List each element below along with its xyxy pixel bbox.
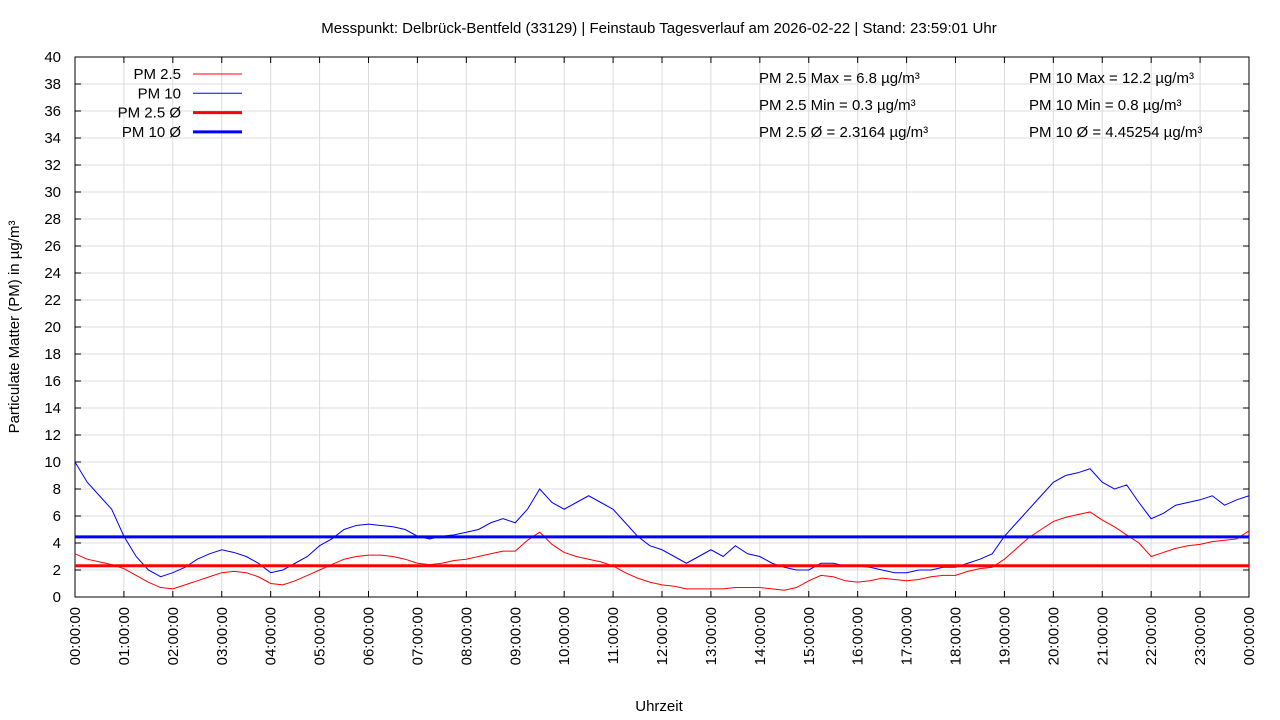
data-line bbox=[74, 511, 1250, 591]
x-tick-label: 02:00:00 bbox=[165, 607, 182, 665]
x-tick-label: 12:00:00 bbox=[654, 607, 671, 665]
x-tick-label: 10:00:00 bbox=[556, 607, 573, 665]
y-tick-label: 38 bbox=[44, 76, 61, 93]
y-tick-label: 30 bbox=[44, 184, 61, 201]
x-tick-label: 20:00:00 bbox=[1045, 607, 1062, 665]
y-tick-label: 40 bbox=[44, 49, 61, 66]
x-tick-label: 17:00:00 bbox=[899, 607, 916, 665]
x-axis-label: Uhrzeit bbox=[635, 698, 683, 715]
y-tick-label: 4 bbox=[53, 535, 61, 552]
y-tick-label: 18 bbox=[44, 346, 61, 363]
y-tick-label: 8 bbox=[53, 481, 61, 498]
data-line bbox=[74, 461, 1250, 578]
x-tick-label: 08:00:00 bbox=[458, 607, 475, 665]
plot-frame bbox=[74, 56, 1250, 598]
y-tick-label: 16 bbox=[44, 373, 61, 390]
x-tick-label: 21:00:00 bbox=[1094, 607, 1111, 665]
x-tick-label: 15:00:00 bbox=[801, 607, 818, 665]
y-tick-label: 0 bbox=[53, 589, 61, 606]
x-tick-label: 13:00:00 bbox=[703, 607, 720, 665]
legend-label: PM 10 Ø bbox=[122, 124, 182, 141]
annotation: PM 10 Min = 0.8 µg/m³ bbox=[1029, 97, 1181, 114]
x-tick-label: 00:00:00 bbox=[67, 607, 84, 665]
y-tick-label: 12 bbox=[44, 427, 61, 444]
x-tick-label: 03:00:00 bbox=[214, 607, 231, 665]
legend-label: PM 10 bbox=[138, 85, 181, 102]
x-tick-label: 19:00:00 bbox=[996, 607, 1013, 665]
y-tick-label: 22 bbox=[44, 292, 61, 309]
annotation: PM 2.5 Max = 6.8 µg/m³ bbox=[759, 70, 920, 87]
annotation: PM 2.5 Ø = 2.3164 µg/m³ bbox=[759, 124, 928, 141]
x-tick-label: 07:00:00 bbox=[409, 607, 426, 665]
x-tick-label: 18:00:00 bbox=[948, 607, 965, 665]
x-tick-label: 23:00:00 bbox=[1192, 607, 1209, 665]
legend-label: PM 2.5 Ø bbox=[118, 105, 182, 122]
y-tick-label: 26 bbox=[44, 238, 61, 255]
y-axis-label: Particulate Matter (PM) in µg/m³ bbox=[6, 221, 23, 434]
y-tick-label: 32 bbox=[44, 157, 61, 174]
x-tick-label: 22:00:00 bbox=[1143, 607, 1160, 665]
x-tick-label: 14:00:00 bbox=[752, 607, 769, 665]
x-tick-label: 11:00:00 bbox=[605, 607, 622, 664]
y-tick-label: 20 bbox=[44, 319, 61, 336]
x-tick-label: 06:00:00 bbox=[361, 607, 378, 665]
x-tick-label: 16:00:00 bbox=[850, 607, 867, 665]
legend-label: PM 2.5 bbox=[133, 66, 181, 83]
y-tick-label: 6 bbox=[53, 508, 61, 525]
y-tick-label: 34 bbox=[44, 130, 61, 147]
y-tick-label: 14 bbox=[44, 400, 61, 417]
annotation: PM 10 Ø = 4.45254 µg/m³ bbox=[1029, 124, 1202, 141]
y-tick-label: 28 bbox=[44, 211, 61, 228]
x-tick-label: 09:00:00 bbox=[507, 607, 524, 665]
annotation: PM 2.5 Min = 0.3 µg/m³ bbox=[759, 97, 916, 114]
annotation: PM 10 Max = 12.2 µg/m³ bbox=[1029, 70, 1194, 87]
chart-title: Messpunkt: Delbrück-Bentfeld (33129) | F… bbox=[321, 20, 996, 37]
x-tick-label: 05:00:00 bbox=[312, 607, 329, 665]
y-tick-label: 36 bbox=[44, 103, 61, 120]
y-tick-label: 10 bbox=[44, 454, 61, 471]
x-tick-label: 00:00:00 bbox=[1241, 607, 1258, 665]
x-tick-label: 01:00:00 bbox=[116, 607, 133, 665]
y-tick-label: 2 bbox=[53, 562, 61, 579]
y-tick-label: 24 bbox=[44, 265, 61, 282]
x-tick-label: 04:00:00 bbox=[263, 607, 280, 665]
